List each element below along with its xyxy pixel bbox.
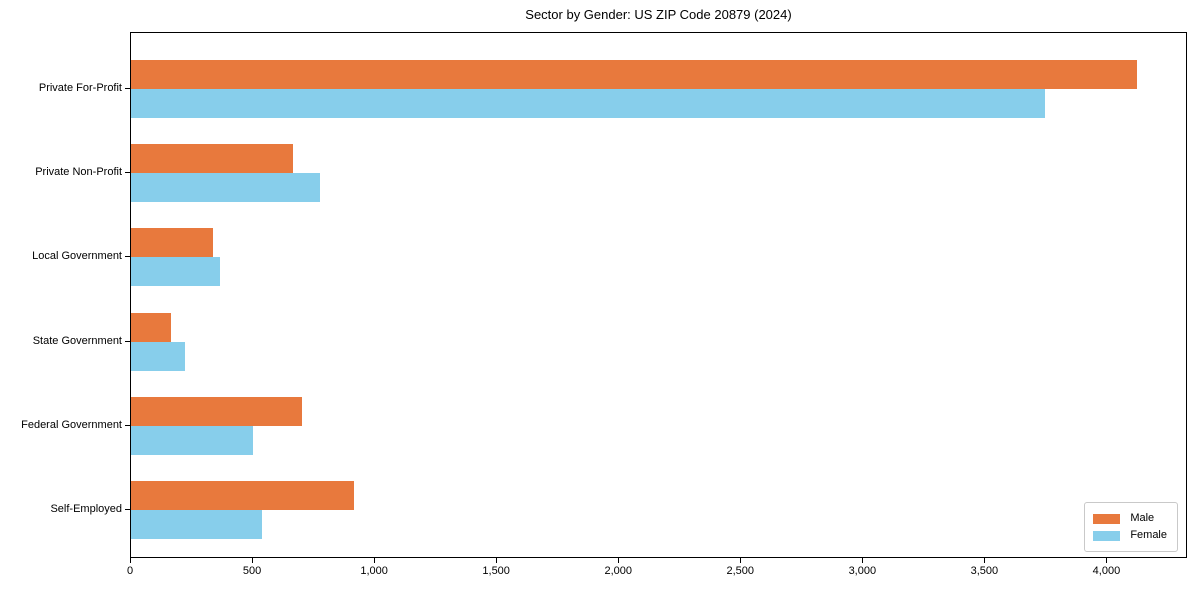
bar-female-self-employed	[131, 510, 262, 539]
x-tick	[252, 558, 254, 563]
y-axis-label-private-for-profit: Private For-Profit	[38, 82, 122, 94]
y-tick	[125, 340, 130, 342]
bar-male-self-employed	[131, 481, 354, 510]
bar-male-private-for-profit	[131, 60, 1137, 89]
y-axis-label-local-government: Local Government	[32, 250, 122, 263]
x-axis-label-3-000: 3,000	[848, 565, 877, 577]
x-tick	[496, 558, 498, 563]
bar-female-private-non-profit	[131, 173, 320, 203]
legend-label-male: Male	[1130, 512, 1155, 524]
y-tick	[125, 172, 130, 174]
legend-item-male: Male	[1093, 510, 1167, 527]
x-tick	[984, 558, 986, 563]
bar-male-local-government	[131, 228, 213, 258]
bar-female-private-for-profit	[131, 89, 1045, 118]
bar-male-state-government	[131, 312, 171, 342]
x-axis-label-3-500: 3,500	[970, 565, 999, 577]
x-axis-label-1-000: 1,000	[360, 565, 388, 577]
y-tick	[125, 256, 130, 258]
y-axis-label-federal-government: Federal Government	[21, 418, 122, 431]
bar-female-state-government	[131, 341, 185, 371]
legend-swatch-male	[1093, 513, 1121, 524]
x-axis-label-0: 0	[126, 565, 134, 577]
y-axis-label-private-non-profit: Private Non-Profit	[35, 166, 122, 179]
y-tick	[125, 88, 130, 89]
x-tick	[130, 558, 131, 563]
x-axis-label-4-000: 4,000	[1092, 565, 1121, 577]
y-axis-label-state-government: State Government	[32, 334, 122, 347]
x-tick	[1106, 558, 1108, 563]
bar-female-local-government	[131, 257, 220, 287]
x-axis-label-2-500: 2,500	[726, 565, 755, 577]
legend-label-female: Female	[1130, 529, 1167, 541]
x-tick	[740, 558, 742, 563]
x-axis-label-500: 500	[242, 565, 262, 577]
legend: Male Female	[1084, 502, 1178, 552]
y-tick	[125, 509, 130, 510]
plot-area: Male Female	[130, 32, 1187, 558]
x-tick	[862, 558, 864, 563]
x-tick	[618, 558, 620, 563]
bar-male-federal-government	[131, 396, 302, 426]
x-axis-label-1-500: 1,500	[482, 565, 510, 577]
x-axis-label-2-000: 2,000	[604, 565, 632, 577]
bar-male-private-non-profit	[131, 144, 293, 174]
x-tick	[374, 558, 376, 563]
y-axis-label-self-employed: Self-Employed	[50, 503, 122, 515]
legend-swatch-female	[1093, 530, 1121, 541]
bar-female-federal-government	[131, 425, 253, 455]
chart-title: Sector by Gender: US ZIP Code 20879 (202…	[525, 7, 792, 22]
legend-item-female: Female	[1093, 527, 1167, 544]
y-tick	[125, 424, 130, 426]
